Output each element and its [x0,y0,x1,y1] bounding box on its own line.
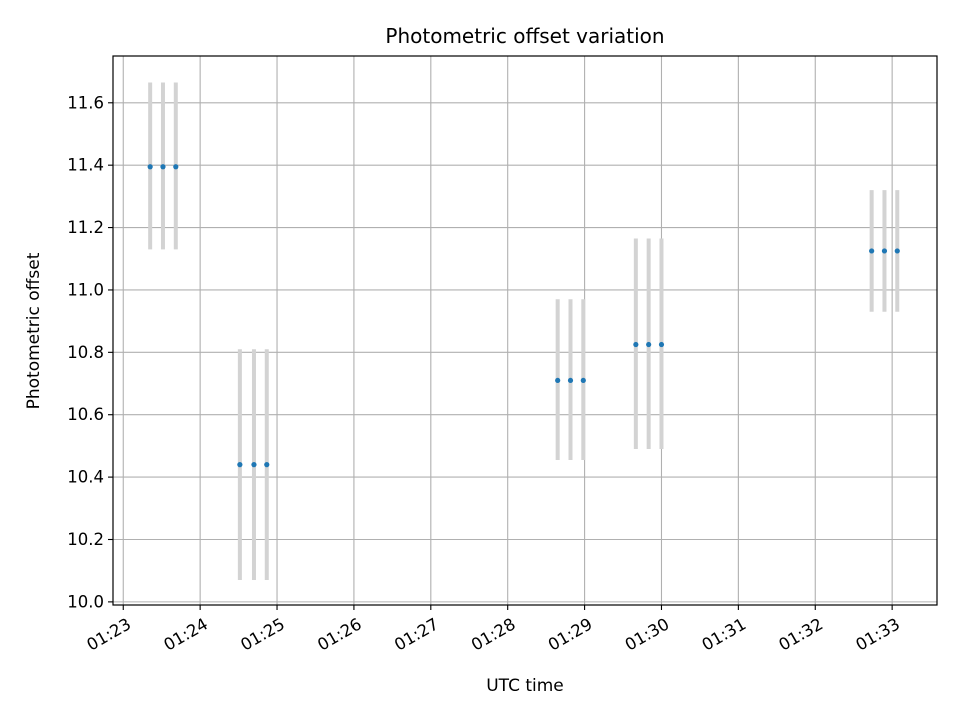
data-point [633,341,639,348]
data-point [646,341,652,348]
data-point [567,377,574,384]
data-point [160,164,166,170]
data-point [251,462,257,468]
plot-frame [112,55,938,606]
data-point [869,248,875,254]
data-points [147,164,900,468]
data-point [580,377,586,384]
y-tick-label: 10.6 [67,405,104,424]
y-tick-label: 10.8 [67,343,104,362]
y-tick-label: 11.0 [67,280,104,299]
data-point [658,341,665,348]
chart-title: Photometric offset variation [385,24,664,48]
data-point [147,164,153,170]
y-tick-label: 11.6 [67,93,104,112]
data-point [173,164,179,170]
x-axis-label: UTC time [486,676,564,696]
y-tick-label: 10.4 [67,468,104,487]
data-point [894,248,900,254]
y-tick-label: 11.4 [67,156,104,175]
data-point [237,462,243,468]
data-point [881,248,888,254]
y-tick-label: 10.2 [67,530,104,549]
y-axis-ticks: 10.0 10.2 10.4 10.6 10.8 11.0 11.2 11.4 11.6 [67,93,113,611]
grid [113,56,937,605]
data-point [264,462,270,468]
y-axis-label: Photometric offset [24,252,44,409]
data-point [555,377,561,384]
y-tick-label: 10.0 [67,592,104,611]
y-tick-label: 11.2 [67,218,104,237]
